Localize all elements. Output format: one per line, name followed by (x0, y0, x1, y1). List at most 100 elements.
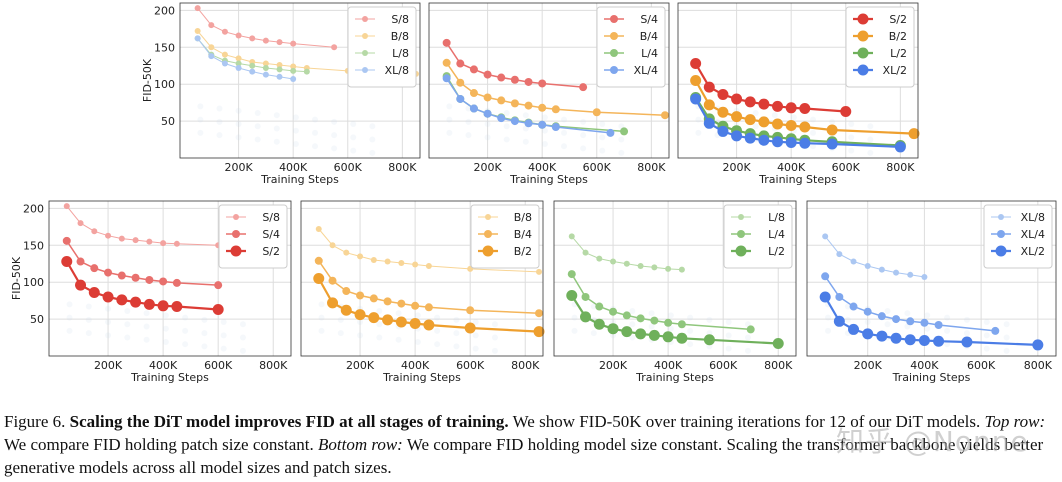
ghost-dot (695, 129, 702, 136)
ghost-dot (1003, 334, 1010, 341)
data-point-B/8 (536, 268, 542, 275)
data-point-XL/8 (221, 60, 228, 67)
data-point-XL/4 (510, 117, 519, 126)
ghost-dot (292, 127, 299, 134)
ghost-dot (434, 314, 441, 321)
ghost-dot (124, 307, 131, 314)
data-point-B/2 (409, 318, 421, 330)
ghost-dot (312, 143, 319, 150)
data-point-B/8 (290, 63, 297, 70)
data-point-B/4 (314, 256, 323, 265)
data-point-B/4 (411, 301, 420, 310)
data-point-B/2 (799, 121, 811, 133)
x-tick-label: 800K (259, 359, 288, 372)
ghost-dot (395, 336, 402, 343)
ghost-dot (143, 336, 150, 343)
ghost-dot (369, 123, 376, 130)
data-point-S/2 (772, 100, 784, 112)
legend-marker-B/8 (485, 214, 491, 220)
y-axis-label: FID-50K (141, 58, 154, 102)
ghost-dot (254, 136, 261, 143)
data-point-L/4 (620, 127, 629, 136)
chart-panel-top-2: 200K 400K 600K 800K Training Steps S/4 B/4 L/4 X… (428, 2, 670, 186)
ghost-dot (197, 116, 204, 123)
data-point-XL/2 (890, 332, 902, 344)
ghost-dot (541, 140, 548, 147)
x-tick-label: 400K (528, 161, 557, 174)
plot-frame (677, 2, 919, 159)
ghost-dot (350, 121, 357, 128)
chart-panel-bottom-4: 200K 400K 600K 800K Training Steps XL/8 XL/4 XL… (806, 200, 1057, 384)
data-point-S/8 (221, 28, 228, 35)
data-point-XL/8 (836, 251, 843, 258)
chart-panel-bottom-1: 200K 400K 600K 800K 50 100 150 200 Training Step… (10, 200, 292, 384)
data-point-XL/2 (833, 315, 845, 327)
data-point-S/4 (538, 79, 547, 88)
plot-frame (553, 200, 797, 357)
data-point-S/4 (145, 275, 154, 284)
data-point-XL/4 (849, 302, 858, 311)
data-point-B/4 (424, 303, 433, 312)
ghost-dot (503, 109, 510, 116)
ghost-dot (124, 334, 131, 341)
legend-label-B/4: B/4 (640, 30, 658, 43)
legend-label-L/8: L/8 (392, 47, 409, 60)
data-point-L/8 (568, 233, 575, 240)
legend-label-S/2: S/2 (889, 13, 907, 26)
legend-label-XL/8: XL/8 (385, 64, 409, 77)
ghost-dot (85, 330, 92, 337)
data-point-XL/2 (961, 336, 973, 348)
x-tick-label: 200K (473, 161, 502, 174)
series-line-XL/4 (445, 77, 611, 134)
chart-panel-bottom-2: 200K 400K 600K 800K Training Steps B/8 B/4 B/2 (300, 200, 545, 384)
ghost-dot (220, 332, 227, 339)
ghost-dot (273, 112, 280, 119)
data-point-S/4 (90, 264, 99, 273)
ghost-dot (337, 316, 344, 323)
ghost-dot (1003, 321, 1010, 328)
data-point-XL/2 (862, 328, 874, 340)
ghost-dot (864, 319, 871, 326)
data-point-S/4 (159, 277, 168, 286)
data-point-S/8 (118, 235, 125, 242)
ghost-dot (182, 341, 189, 348)
legend-label-S/2: S/2 (262, 245, 280, 258)
legend-marker-XL/8 (998, 214, 1004, 220)
data-point-S/2 (758, 98, 770, 110)
legend-label-L/2: L/2 (890, 47, 907, 60)
ghost-dot (369, 149, 376, 156)
legend-label-B/8: B/8 (391, 30, 409, 43)
ghost-dot (884, 321, 891, 328)
ghost-dot (706, 316, 713, 323)
ghost-dot (66, 327, 73, 334)
series-line-S/8 (66, 205, 219, 246)
data-point-B/4 (510, 99, 519, 108)
data-point-XL/4 (551, 123, 560, 131)
ghost-dot (357, 332, 364, 339)
ghost-dot (503, 123, 510, 130)
data-point-L/8 (235, 60, 242, 67)
ghost-dot (239, 334, 246, 341)
data-point-S/4 (456, 59, 465, 68)
ghost-dot (216, 105, 223, 112)
legend-marker-S/2 (230, 245, 242, 257)
data-point-S/4 (497, 73, 506, 82)
data-point-L/2 (676, 332, 688, 344)
data-point-L/2 (607, 323, 619, 335)
data-point-XL/4 (469, 104, 478, 113)
data-point-XL/8 (822, 233, 829, 240)
legend-marker-L/4 (737, 230, 745, 238)
ghost-dot (944, 314, 951, 321)
x-tick-label: 600K (709, 359, 738, 372)
data-point-L/4 (746, 325, 755, 334)
ghost-dot (590, 330, 597, 337)
data-point-XL/4 (934, 321, 943, 329)
y-tick-label: 100 (23, 276, 44, 289)
ghost-dot (484, 134, 491, 141)
ghost-dot (85, 303, 92, 310)
ghost-dot (143, 310, 150, 317)
ghost-dot (239, 321, 246, 328)
data-point-XL/4 (483, 109, 492, 118)
ghost-dot (318, 314, 325, 321)
data-point-B/4 (592, 108, 601, 117)
